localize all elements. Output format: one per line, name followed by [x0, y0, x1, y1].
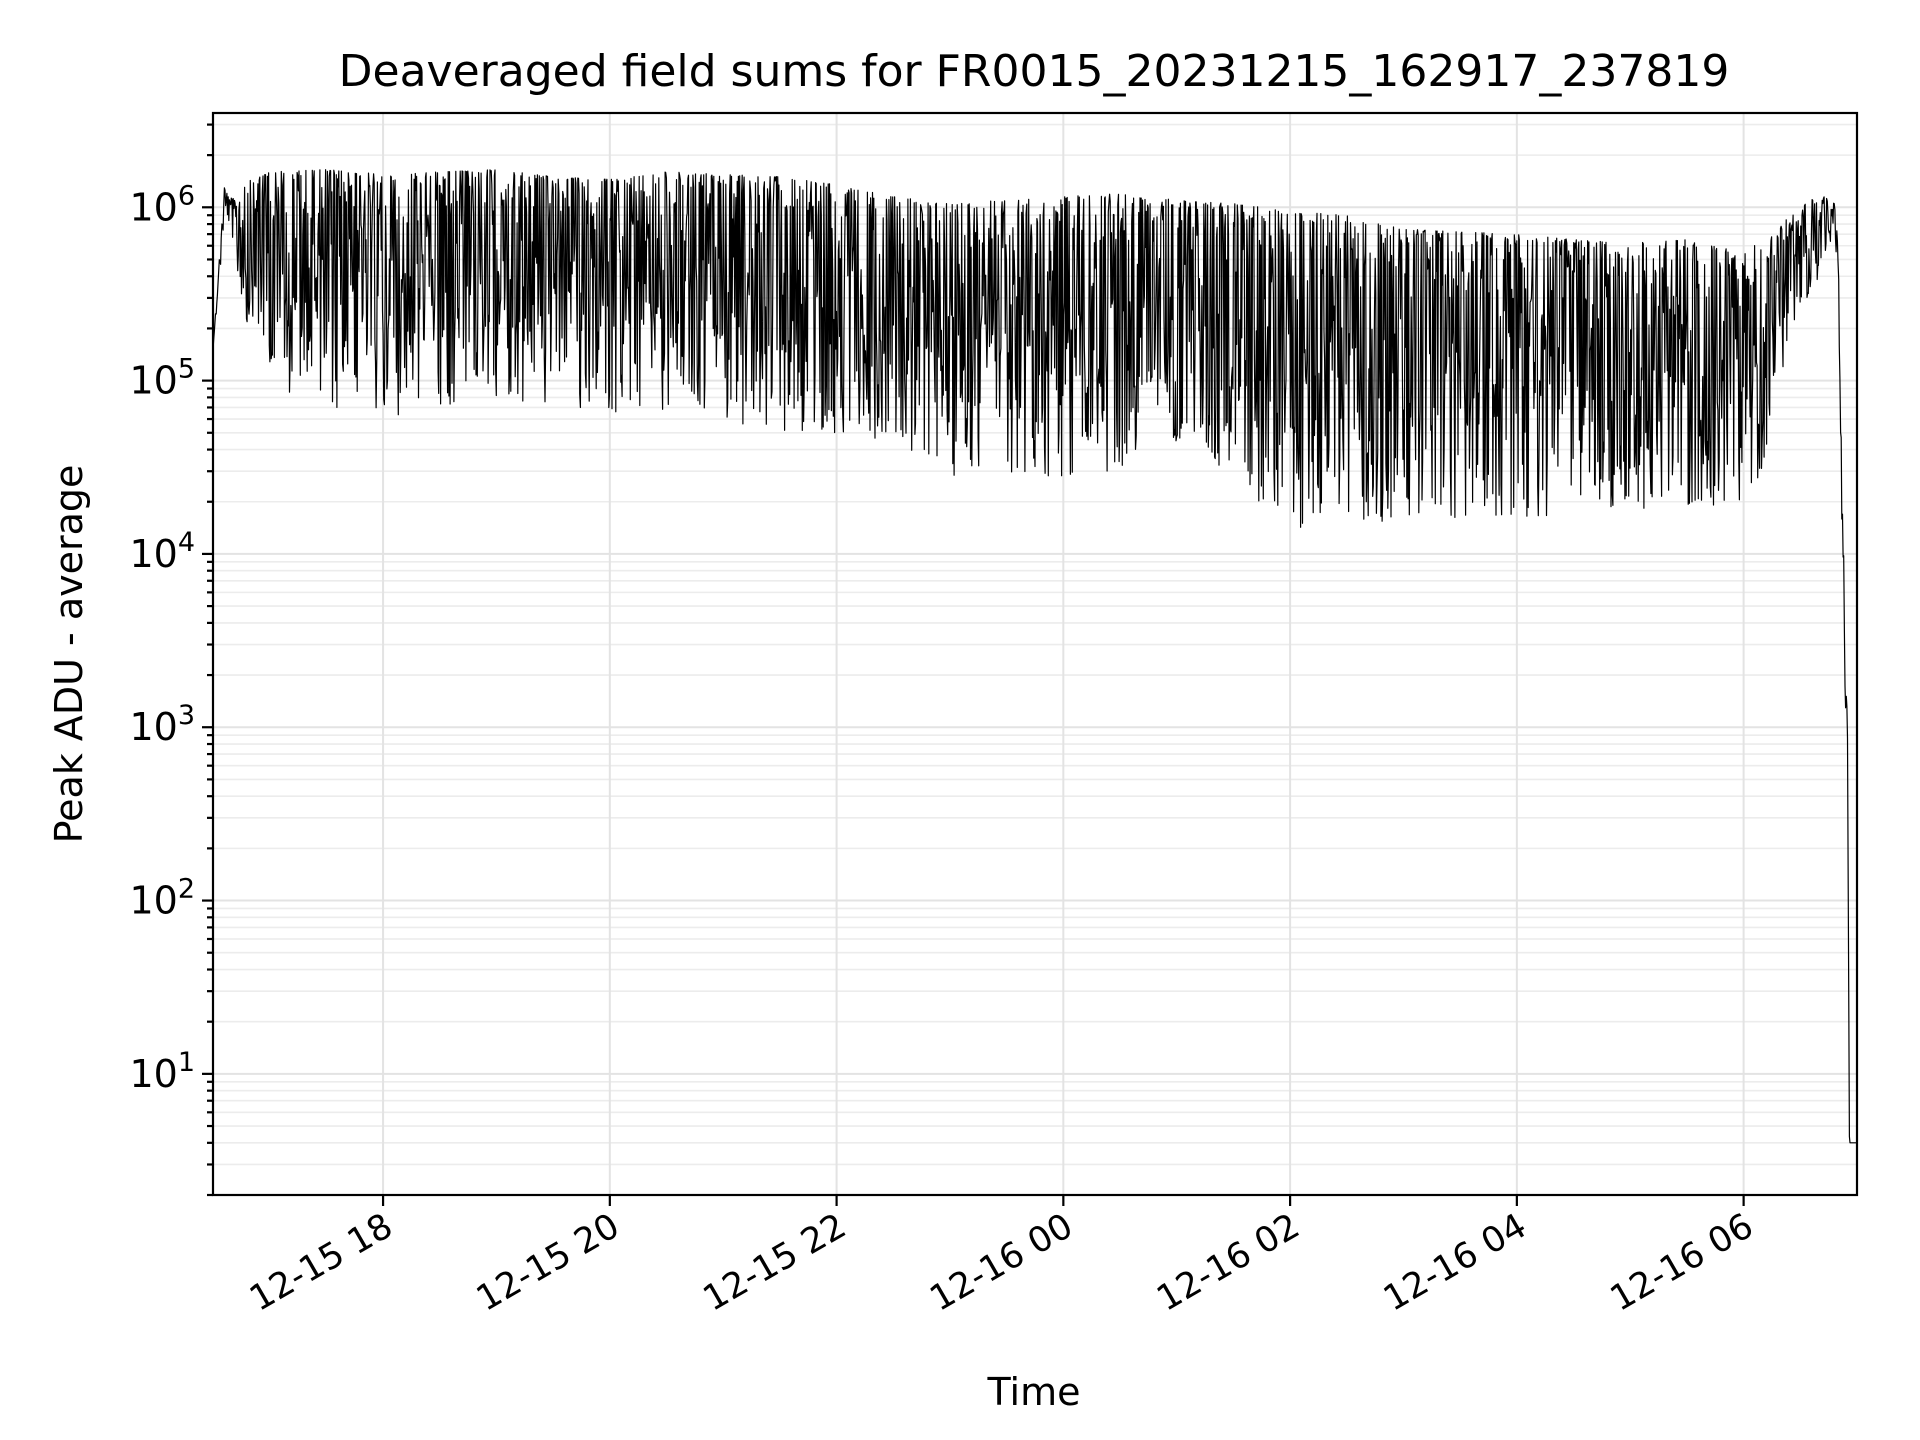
y-tick-base: 10 — [129, 532, 177, 576]
x-axis: 12-15 18 12-15 20 12-15 22 12-16 00 12-16 02… — [243, 1195, 1760, 1319]
y-axis-label: Peak ADU - average — [47, 465, 91, 844]
x-tick-label: 12-15 22 — [697, 1206, 853, 1319]
y-tick-label: 103 — [129, 700, 195, 749]
x-tick-label: 12-16 04 — [1377, 1206, 1533, 1319]
y-tick-label: 105 — [129, 354, 195, 403]
y-tick-exponent: 2 — [178, 874, 195, 905]
y-tick-label: 102 — [129, 874, 195, 923]
series-line — [212, 169, 1857, 1144]
y-tick-exponent: 6 — [178, 180, 195, 211]
y-tick-exponent: 3 — [178, 700, 195, 731]
data-series — [212, 169, 1857, 1144]
x-tick-label: 12-15 18 — [243, 1206, 399, 1319]
x-tick-label: 12-15 20 — [470, 1206, 626, 1319]
chart-title: Deaveraged field sums for FR0015_2023121… — [339, 46, 1730, 97]
x-tick-label: 12-16 06 — [1604, 1206, 1760, 1319]
x-tick-label: 12-16 00 — [924, 1206, 1080, 1319]
y-tick-base: 10 — [129, 705, 177, 749]
y-tick-base: 10 — [129, 359, 177, 403]
x-axis-label: Time — [987, 1370, 1081, 1414]
y-tick-exponent: 4 — [178, 527, 195, 558]
y-tick-base: 10 — [129, 185, 177, 229]
y-tick-exponent: 5 — [178, 354, 195, 385]
x-tick-label: 12-16 02 — [1150, 1206, 1306, 1319]
plot-frame — [211, 111, 1859, 1197]
y-tick-exponent: 1 — [178, 1047, 195, 1078]
y-tick-label: 104 — [129, 527, 195, 576]
y-tick-base: 10 — [129, 1052, 177, 1096]
y-tick-base: 10 — [129, 879, 177, 923]
y-tick-label: 101 — [129, 1047, 195, 1096]
y-tick-label: 106 — [129, 180, 195, 229]
